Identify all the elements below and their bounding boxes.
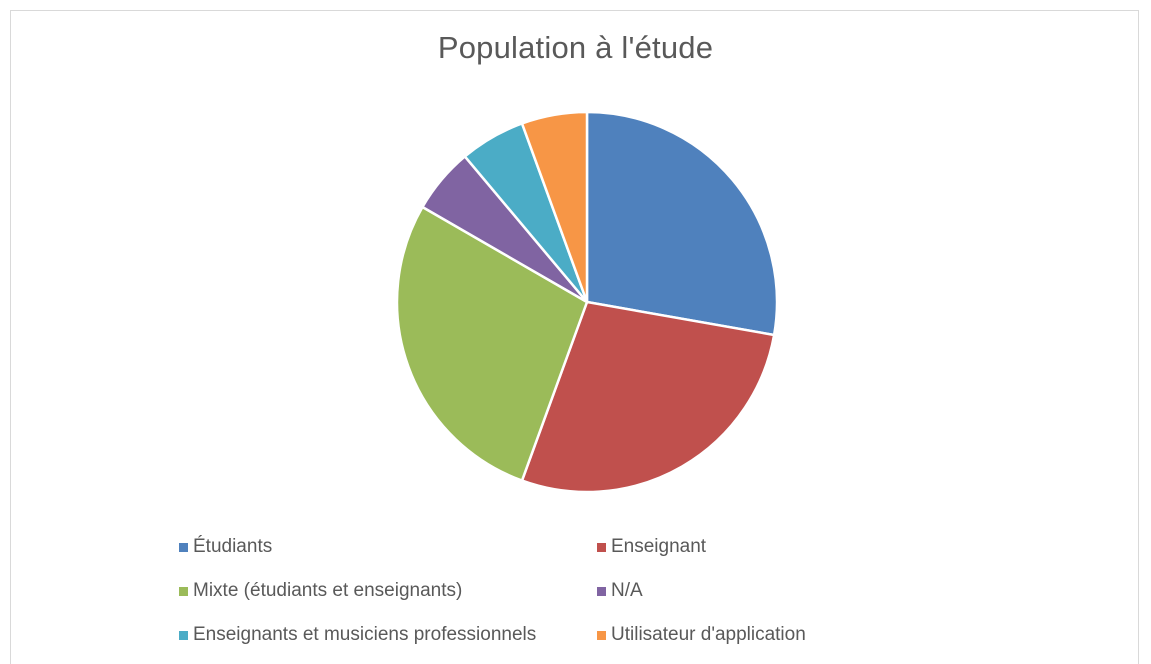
legend-swatch-mixte [179,586,188,596]
legend-swatch-na [597,586,606,596]
legend-item-na: N/A [597,580,643,602]
legend-item-enseignant: Enseignant [597,536,706,558]
legend-item-utilisateur: Utilisateur d'application [597,624,806,646]
legend-swatch-etudiants [179,542,188,552]
legend-label-na: N/A [611,580,643,601]
legend-swatch-enseignants-musiciens [179,630,188,640]
legend-item-enseignants-musiciens: Enseignants et musiciens professionnels [179,624,536,646]
legend-item-etudiants: Étudiants [179,536,272,558]
legend-swatch-utilisateur [597,630,606,640]
pie-slice-enseignant [520,300,776,494]
legend-label-enseignants-musiciens: Enseignants et musiciens professionnels [193,624,537,645]
pie-slice-etudiants [585,110,779,337]
legend-label-utilisateur: Utilisateur d'application [611,624,806,645]
legend-label-enseignant: Enseignant [611,536,707,557]
legend-swatch-enseignant [597,542,606,552]
legend-item-mixte: Mixte (étudiants et enseignants) [179,580,462,602]
chart-title: Population à l'étude [437,30,714,65]
pie-slice-utilisateur [520,110,589,304]
legend-label-etudiants: Étudiants [193,536,273,557]
legend-label-mixte: Mixte (étudiants et enseignants) [193,580,463,601]
